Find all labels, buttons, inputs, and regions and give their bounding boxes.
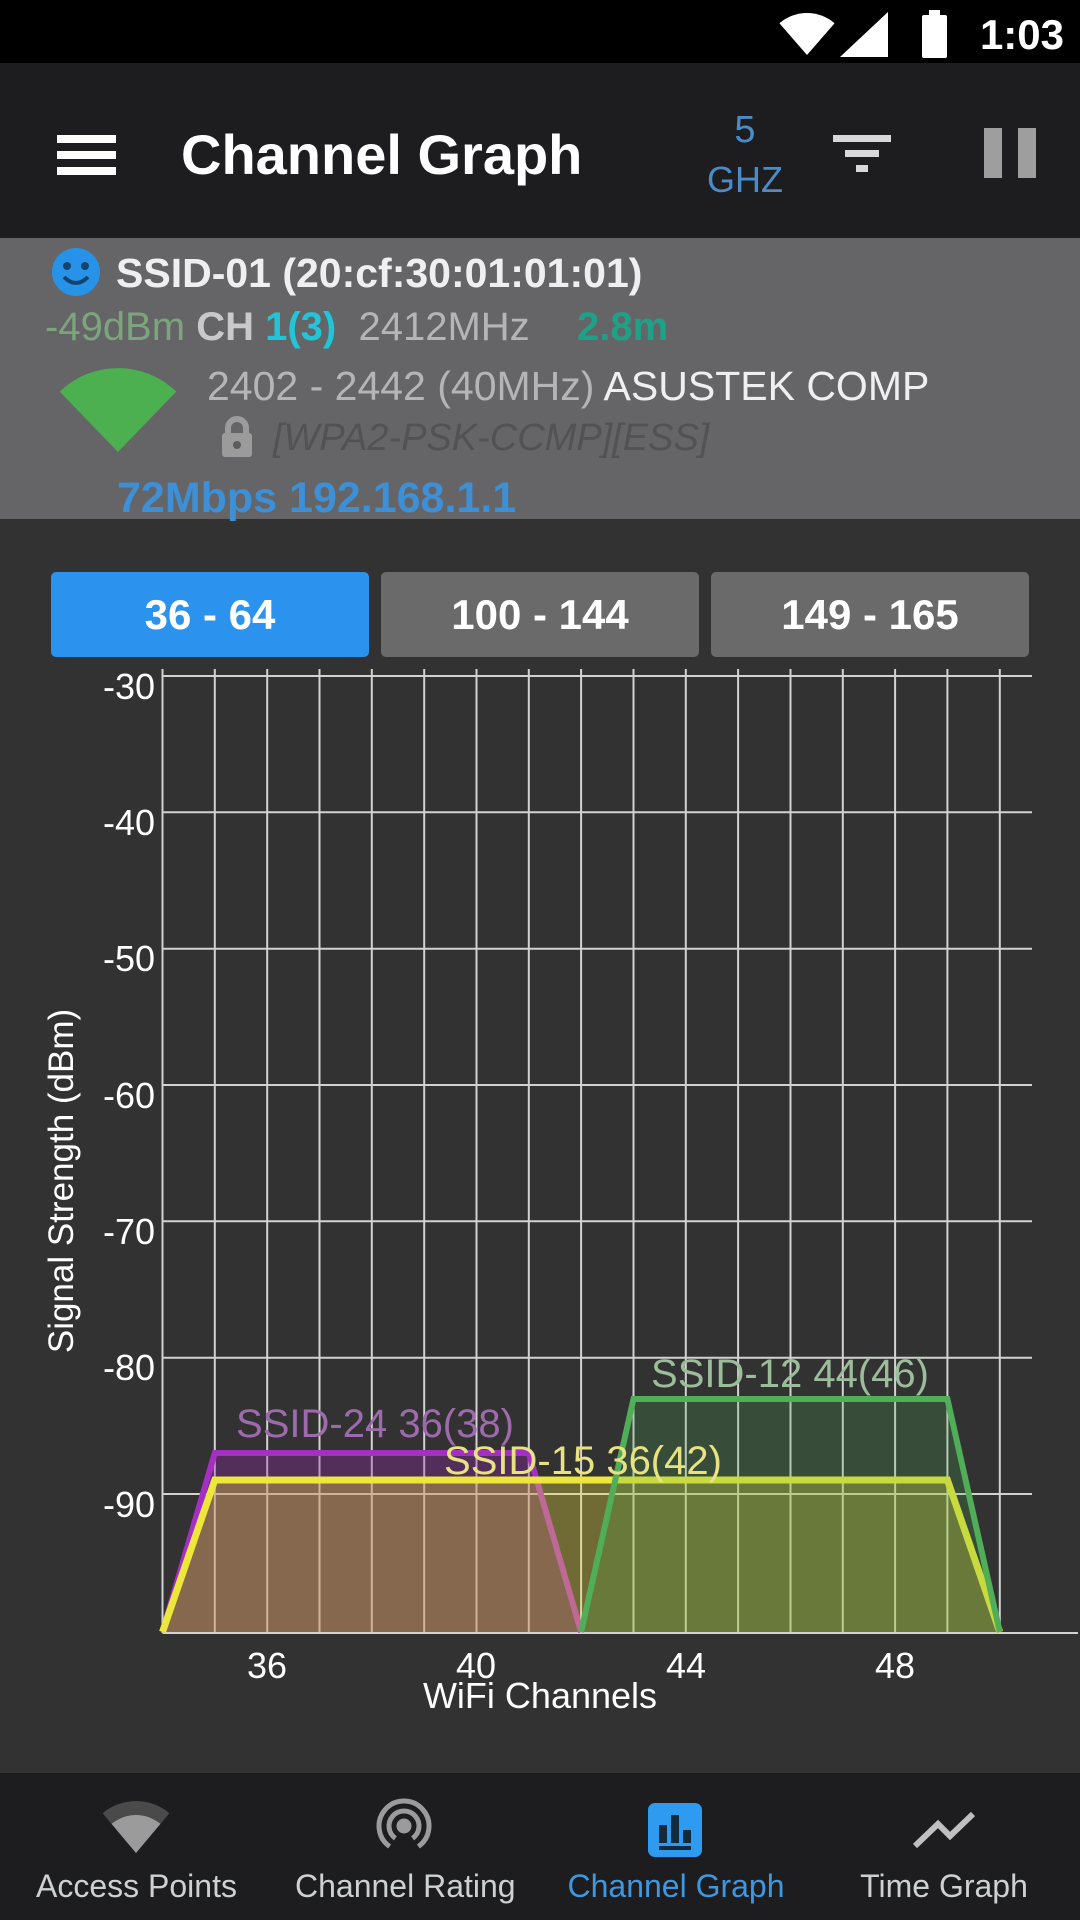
svg-text:-30: -30 [103,666,155,707]
svg-text:-60: -60 [103,1075,155,1116]
svg-text:48: 48 [875,1645,915,1686]
svg-text:-40: -40 [103,802,155,843]
svg-text:44: 44 [666,1645,706,1686]
svg-text:Signal Strength (dBm): Signal Strength (dBm) [42,1009,81,1353]
svg-text:36: 36 [247,1645,287,1686]
svg-text:-90: -90 [103,1484,155,1525]
svg-text:40: 40 [456,1645,496,1686]
svg-text:WiFi Channels: WiFi Channels [423,1675,657,1716]
svg-text:SSID-24 36(38): SSID-24 36(38) [236,1402,514,1446]
svg-text:-80: -80 [103,1347,155,1388]
svg-text:-50: -50 [103,938,155,979]
svg-text:SSID-15 36(42): SSID-15 36(42) [444,1439,722,1483]
svg-text:SSID-12 44(46): SSID-12 44(46) [651,1352,929,1396]
svg-text:-70: -70 [103,1211,155,1252]
